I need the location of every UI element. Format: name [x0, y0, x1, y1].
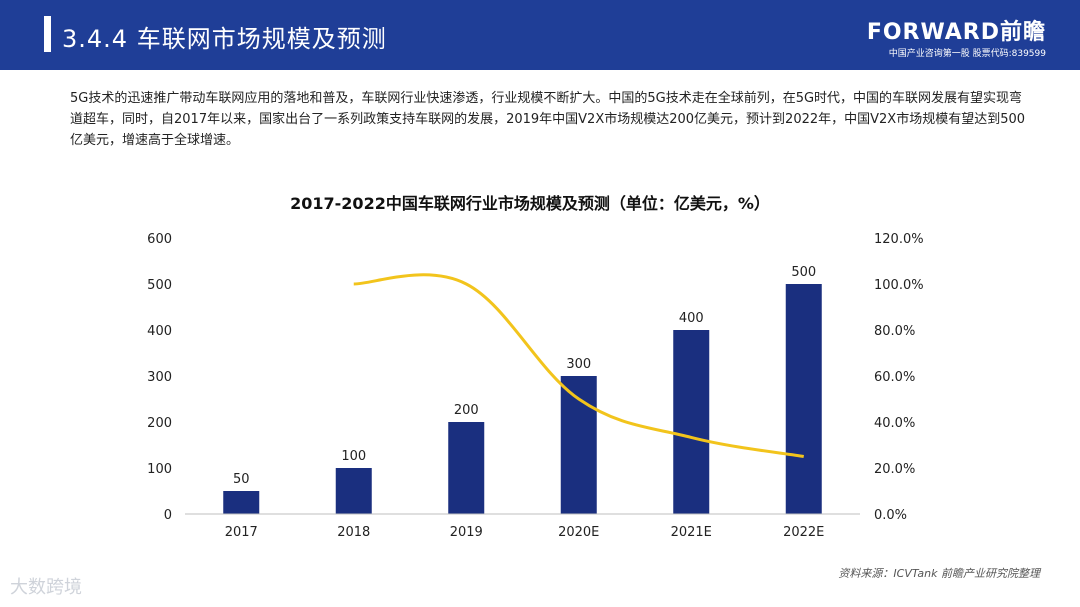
right-axis-tick-label: 40.0% [874, 416, 915, 431]
chart-title: 2017-2022中国车联网行业市场规模及预测（单位：亿美元，%） [290, 194, 770, 213]
bar-data-label: 300 [566, 357, 591, 372]
x-axis-tick-label: 2022E [783, 525, 824, 540]
bar-data-label: 500 [791, 265, 816, 280]
intro-paragraph: 5G技术的迅速推广带动车联网应用的落地和普及，车联网行业快速渗透，行业规模不断扩… [70, 91, 1026, 148]
right-axis-tick-label: 80.0% [874, 324, 915, 339]
bar [223, 491, 260, 514]
x-axis-tick-label: 2018 [337, 525, 370, 540]
bar [560, 376, 597, 514]
left-axis-tick-label: 500 [147, 278, 172, 293]
left-axis-tick-label: 400 [147, 324, 172, 339]
left-axis-tick-label: 300 [147, 370, 172, 385]
title-accent-bar [44, 16, 51, 52]
left-axis-tick-label: 100 [147, 462, 172, 477]
bar-data-label: 50 [233, 472, 250, 487]
right-axis-tick-label: 100.0% [874, 278, 924, 293]
right-axis-tick-label: 0.0% [874, 508, 907, 523]
brand-name: FORWARD前瞻 [866, 20, 1046, 45]
page-title: 3.4.4 车联网市场规模及预测 [62, 25, 387, 53]
header-bar: 3.4.4 车联网市场规模及预测 FORWARD前瞻 中国产业咨询第一股 股票代… [0, 0, 1080, 70]
growth-rate-line [353, 273, 805, 458]
bar-data-label: 100 [341, 449, 366, 464]
x-axis-tick-label: 2020E [558, 525, 599, 540]
bar-data-label: 200 [454, 403, 479, 418]
x-axis-tick-label: 2017 [225, 525, 258, 540]
bar [448, 422, 485, 514]
brand-logo: FORWARD前瞻 中国产业咨询第一股 股票代码:839599 [846, 14, 1046, 59]
brand-tagline: 中国产业咨询第一股 股票代码:839599 [888, 49, 1046, 59]
left-axis-tick-label: 600 [147, 232, 172, 247]
x-axis-tick-label: 2019 [450, 525, 483, 540]
source-note: 资料来源：ICVTank 前瞻产业研究院整理 [838, 567, 1040, 580]
left-axis-tick-label: 0 [164, 508, 172, 523]
right-axis-tick-label: 120.0% [874, 232, 924, 247]
x-axis-tick-label: 2021E [671, 525, 712, 540]
bar [785, 284, 822, 514]
bar [335, 468, 372, 514]
watermark-text: 大数跨境 [10, 577, 82, 598]
bar [673, 330, 710, 514]
left-axis-tick-label: 200 [147, 416, 172, 431]
bar-data-label: 400 [679, 311, 704, 326]
right-axis-tick-label: 20.0% [874, 462, 915, 477]
right-axis-tick-label: 60.0% [874, 370, 915, 385]
